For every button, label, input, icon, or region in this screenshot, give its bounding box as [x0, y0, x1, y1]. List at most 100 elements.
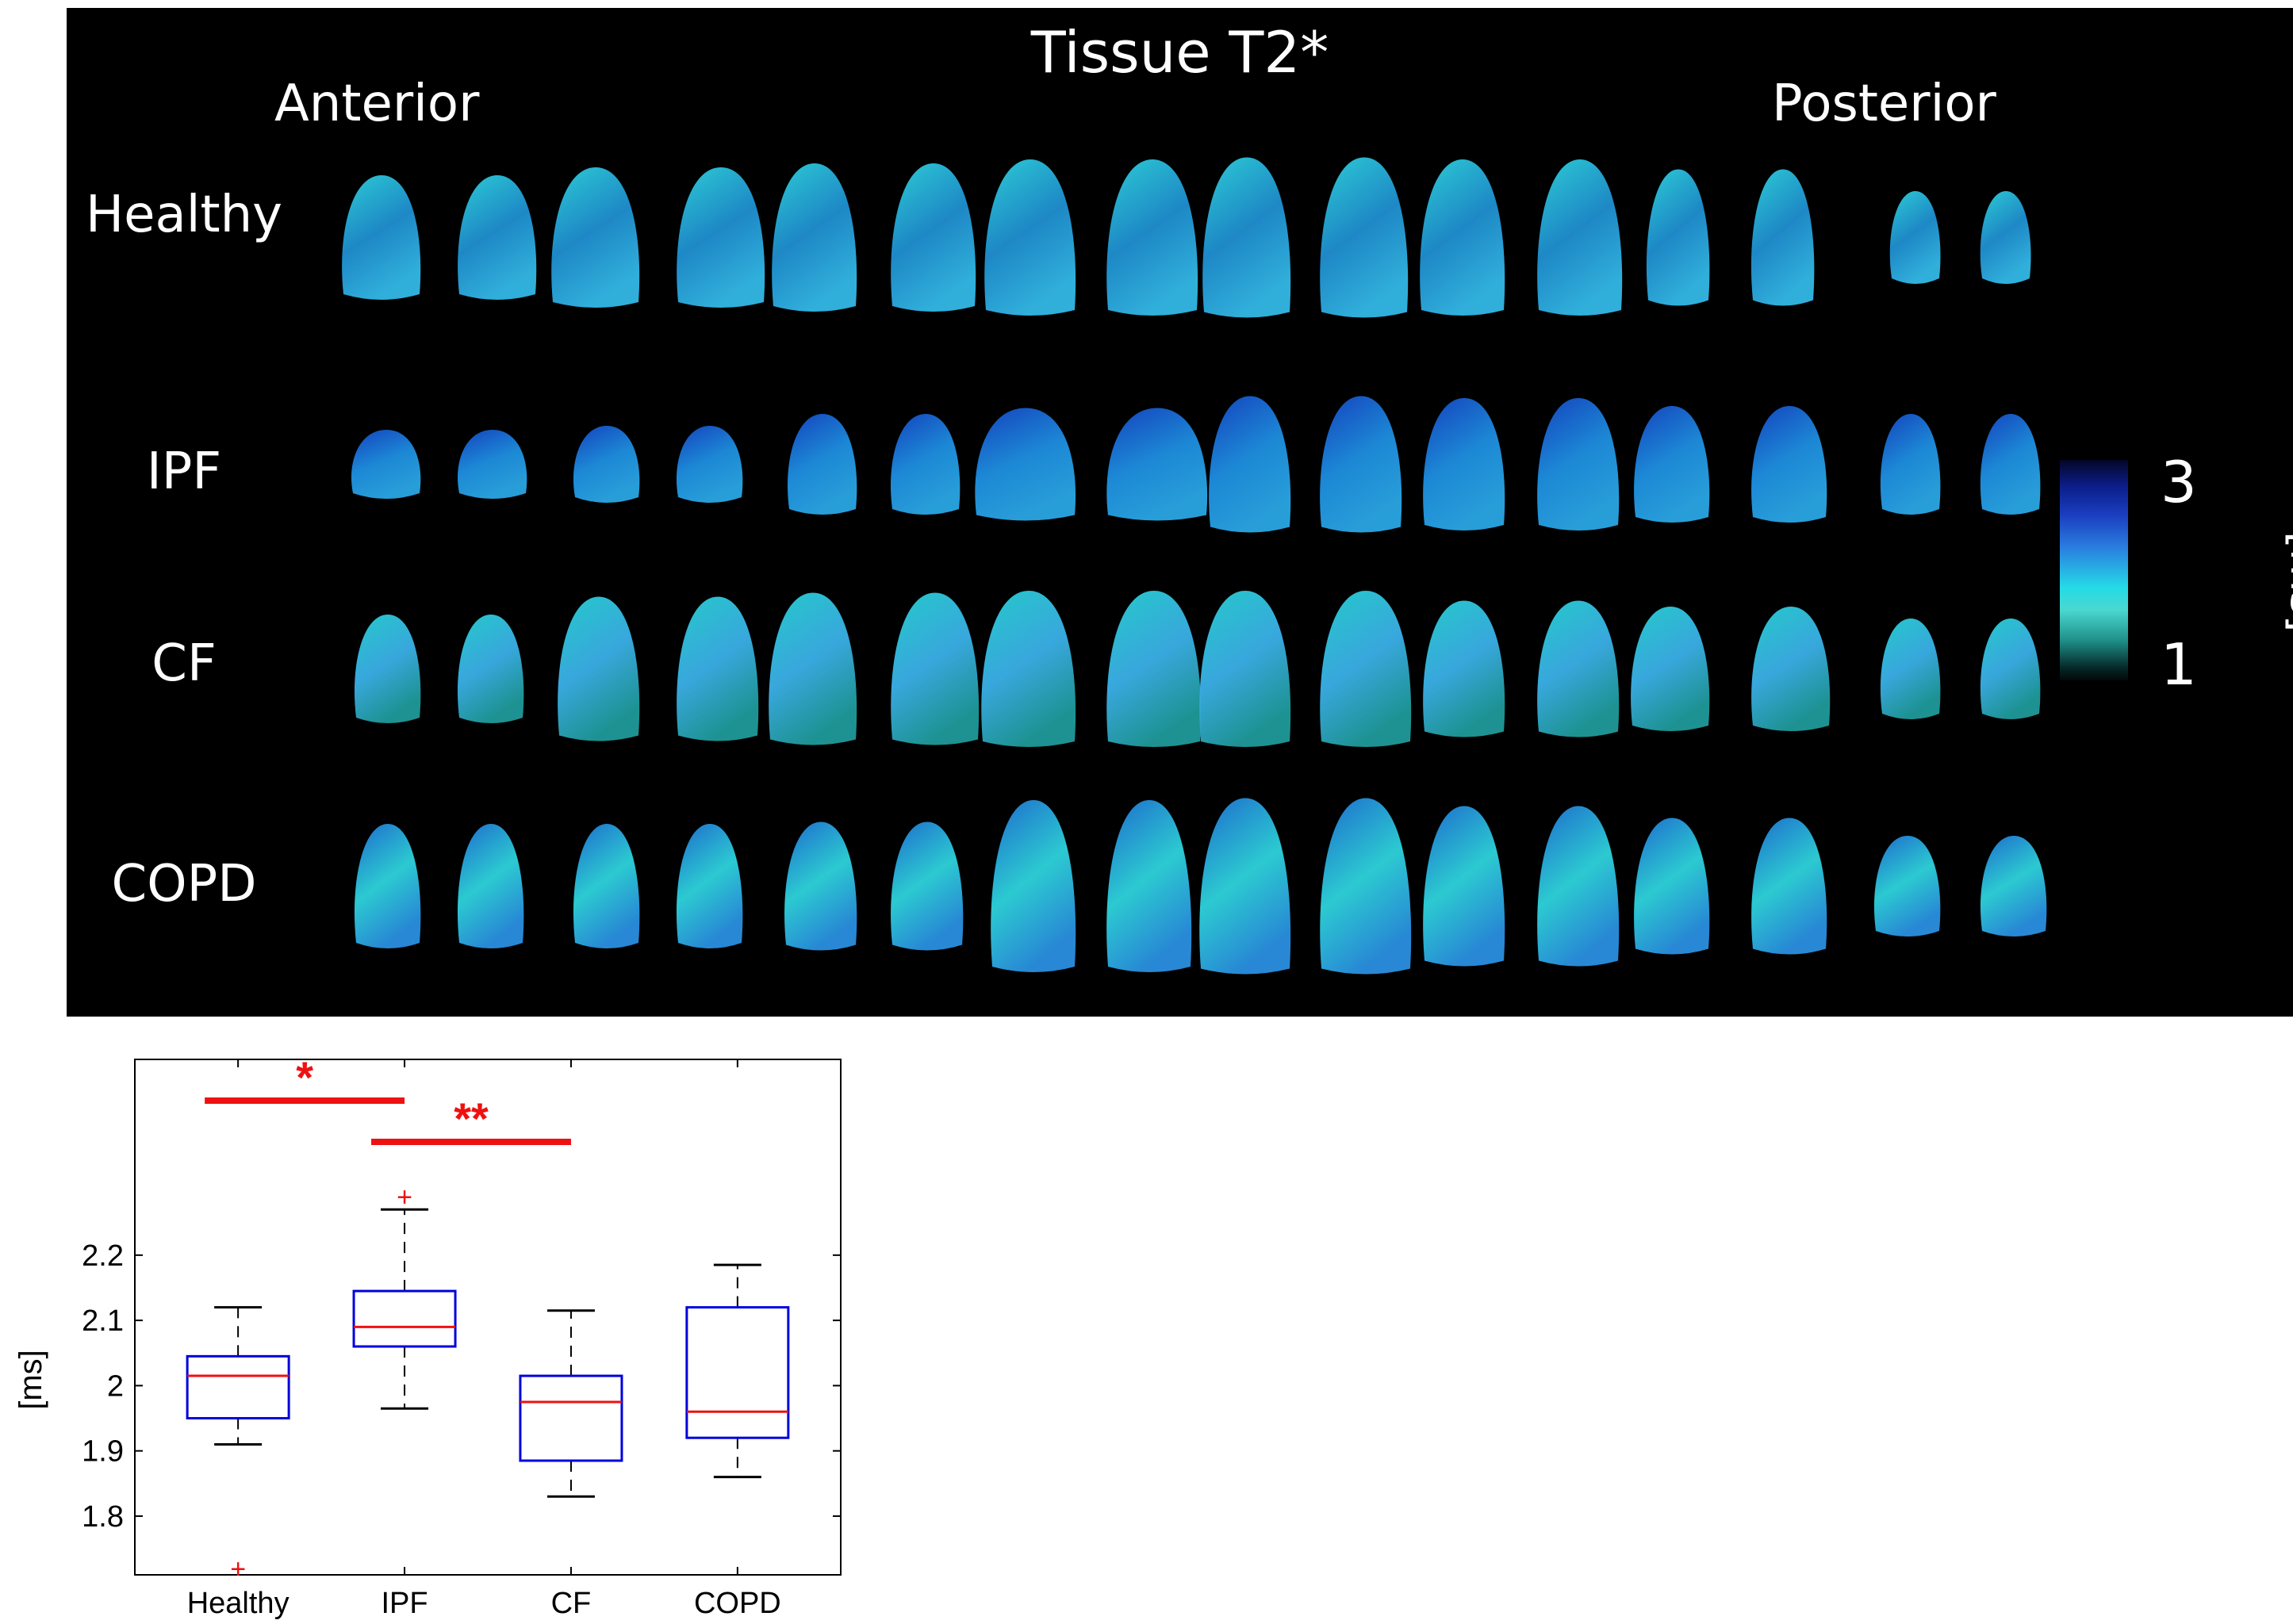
lung-cf-slice-4-right [981, 591, 1076, 747]
lung-ipf-slice-5-right [1209, 396, 1291, 533]
box-ipf [352, 1289, 457, 1348]
lung-healthy-slice-3-left [891, 163, 976, 312]
lung-copd-slice-1-right [354, 824, 421, 948]
lung-copd-slice-5-left [1320, 798, 1412, 975]
box-copd [685, 1306, 790, 1439]
lung-cf-slice-3-right [769, 592, 857, 745]
colorbar-min-label: 1 [2161, 631, 2197, 698]
significance-label-healthy-ipf: * [296, 1052, 313, 1102]
boxplot-chart: [ms] 1.81.922.12.2 Healthy IPF CF COPD ++ *… [13, 1052, 842, 1620]
lung-healthy-slice-7-left [1750, 169, 1815, 306]
figure-title: Tissue T2* [1030, 19, 1329, 86]
lung-copd-slice-2-right [573, 824, 640, 948]
lung-ipf-slice-7-right [1634, 406, 1710, 523]
lung-copd-slice-8-left [1980, 836, 2047, 936]
lung-cf-slice-8-left [1980, 619, 2041, 719]
significance-markers: *** [205, 1052, 571, 1145]
lung-ipf-slice-6-left [1537, 398, 1620, 530]
lung-cf-slice-6-right [1423, 600, 1505, 737]
colorbar-unit-label: [ms] [2280, 531, 2293, 633]
lung-ipf-slice-4-left [1106, 408, 1208, 521]
lung-healthy-slice-8-right [1889, 191, 1941, 284]
lung-copd-slice-6-right [1423, 806, 1505, 967]
lung-copd-slice-3-right [784, 822, 857, 951]
lung-healthy-slice-7-right [1646, 169, 1710, 306]
lung-healthy-slice-8-left [1980, 191, 2031, 284]
lung-healthy-slice-6-left [1537, 159, 1623, 316]
y-tick-label: 2 [107, 1369, 124, 1403]
row-label-cf: CF [151, 634, 217, 693]
row-label-healthy: Healthy [85, 186, 283, 244]
lung-ipf-slice-2-left [676, 426, 743, 503]
lung-healthy-slice-4-left [1106, 159, 1198, 316]
x-tick-label: CF [551, 1587, 592, 1620]
lung-ipf-slice-8-right [1880, 414, 1941, 515]
lung-cf-slice-5-left [1320, 591, 1412, 747]
lung-copd-slice-8-right [1873, 836, 1941, 936]
lung-healthy-slice-5-right [1202, 157, 1291, 318]
lung-copd-slice-6-left [1537, 806, 1620, 967]
y-tick-label: 2.1 [82, 1304, 124, 1338]
colorbar [2060, 460, 2128, 680]
lung-maps [342, 157, 2047, 975]
lung-copd-slice-4-right [991, 800, 1076, 972]
t2star-image-panel: Tissue T2* Anterior Posterior Healthy IP… [67, 8, 2293, 1017]
lung-ipf-slice-6-right [1423, 398, 1505, 530]
lung-cf-slice-3-left [891, 592, 980, 745]
lung-ipf-slice-3-left [890, 414, 961, 515]
posterior-label: Posterior [1772, 75, 1996, 133]
x-tick-label: Healthy [187, 1587, 290, 1620]
plot-frame [134, 1059, 842, 1576]
row-label-ipf: IPF [146, 442, 222, 501]
lung-copd-slice-1-left [457, 824, 524, 948]
lung-cf-slice-1-left [457, 615, 524, 723]
box-healthy [186, 1354, 290, 1420]
x-ticks: Healthy IPF CF COPD [187, 1059, 781, 1620]
y-tick-label: 2.2 [82, 1239, 124, 1273]
lung-ipf-slice-3-right [787, 414, 857, 515]
lung-healthy-slice-1-right [342, 175, 421, 300]
lung-healthy-slice-2-right [551, 167, 640, 308]
lung-cf-slice-6-left [1537, 600, 1620, 737]
lung-ipf-slice-2-right [573, 426, 640, 503]
lung-ipf-slice-7-left [1751, 406, 1827, 523]
lung-copd-slice-7-left [1751, 818, 1827, 955]
lung-copd-slice-4-left [1106, 800, 1192, 972]
lung-cf-slice-2-right [558, 596, 640, 741]
y-axis-label: [ms] [13, 1350, 48, 1410]
lung-healthy-slice-6-right [1420, 159, 1505, 316]
lung-ipf-slice-1-left [457, 430, 527, 499]
lung-ipf-slice-8-left [1980, 414, 2041, 515]
anterior-label: Anterior [274, 75, 480, 133]
boxes: ++ [186, 1182, 790, 1584]
significance-label-ipf-cf: ** [454, 1094, 489, 1143]
y-ticks: 1.8 1.9 2 2.1 2.2 [82, 1239, 841, 1534]
lung-cf-slice-5-right [1199, 591, 1291, 747]
x-tick-label: COPD [694, 1587, 781, 1620]
lung-cf-slice-7-right [1631, 607, 1710, 731]
lung-ipf-slice-5-left [1320, 396, 1402, 533]
lung-healthy-slice-4-right [984, 159, 1076, 316]
x-tick-label: IPF [381, 1587, 428, 1620]
lung-copd-slice-5-right [1199, 798, 1291, 975]
lung-cf-slice-4-left [1106, 591, 1202, 747]
box-cf [519, 1374, 623, 1462]
colorbar-max-label: 3 [2161, 449, 2197, 515]
lung-healthy-slice-5-left [1320, 157, 1409, 318]
lung-copd-slice-3-left [891, 822, 964, 951]
lung-cf-slice-7-left [1751, 607, 1831, 731]
lung-healthy-slice-3-right [772, 163, 857, 312]
lung-healthy-slice-1-left [458, 175, 537, 300]
y-tick-label: 1.9 [82, 1435, 124, 1469]
row-label-copd: COPD [111, 855, 257, 914]
lung-healthy-slice-2-left [677, 167, 765, 308]
lung-copd-slice-7-right [1634, 818, 1710, 955]
outlier-healthy: + [230, 1554, 246, 1584]
y-tick-label: 1.8 [82, 1500, 124, 1534]
lung-ipf-slice-1-right [351, 430, 421, 499]
lung-cf-slice-2-left [677, 596, 759, 741]
lung-cf-slice-8-right [1880, 619, 1941, 719]
lung-cf-slice-1-right [354, 615, 421, 723]
outlier-ipf: + [397, 1182, 412, 1212]
lung-copd-slice-2-left [676, 824, 743, 948]
